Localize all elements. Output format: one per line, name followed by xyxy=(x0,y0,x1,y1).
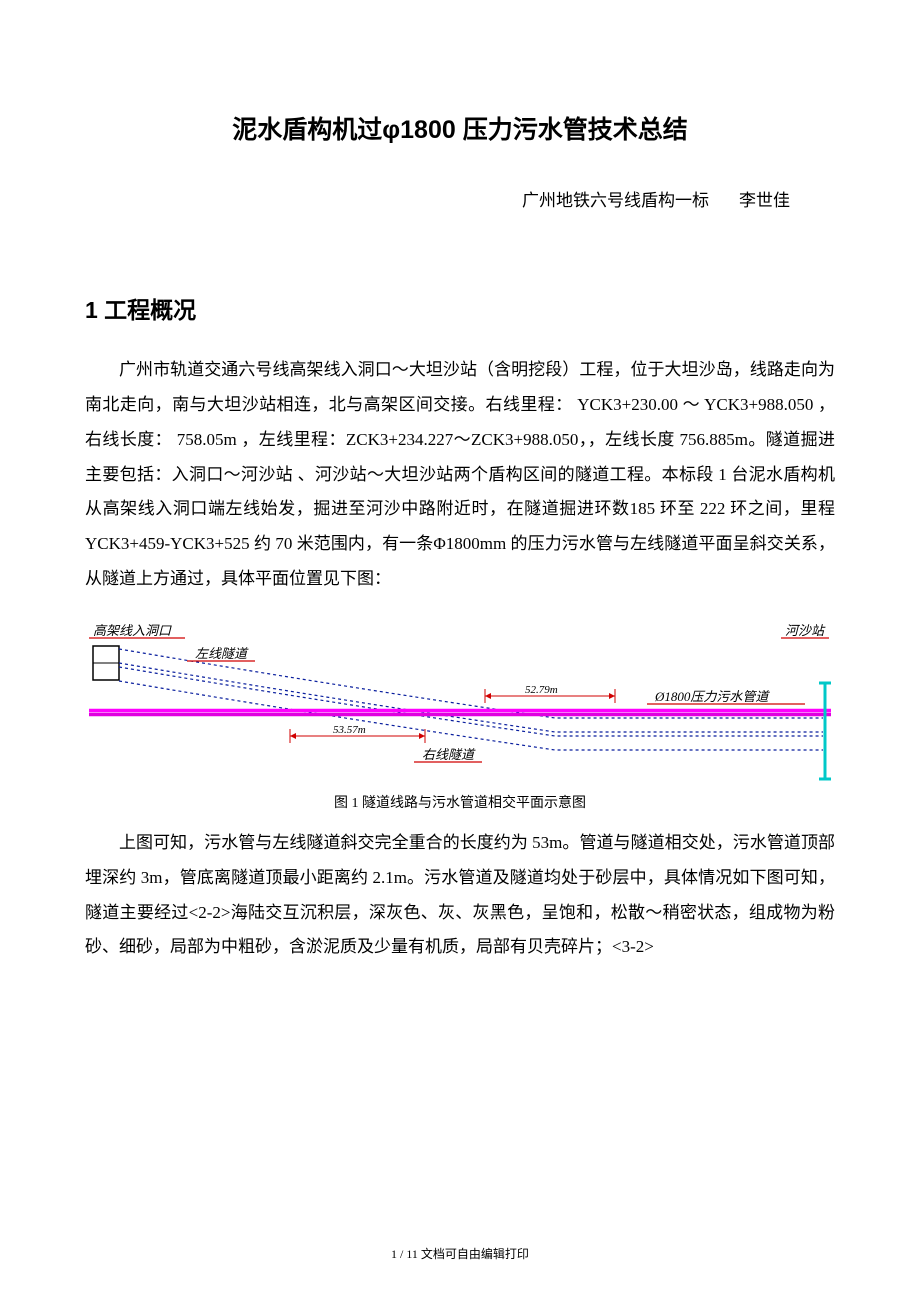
section-heading-1: 1 工程概况 xyxy=(85,291,835,325)
svg-text:Ø1800压力污水管道: Ø1800压力污水管道 xyxy=(654,689,770,704)
figure-1-diagram: 52.79m 53.57m 高架线入洞口 河沙站左线隧道右线隧道 Ø1800压力污水管道 xyxy=(85,611,835,786)
page-footer: 1 / 11 文档可自由编辑打印 xyxy=(0,1245,920,1262)
paragraph-2: 上图可知，污水管与左线隧道斜交完全重合的长度约为 53m。管道与隧道相交处，污水… xyxy=(85,826,835,965)
author-org: 广州地铁六号线盾构一标 xyxy=(522,191,709,210)
svg-text:右线隧道: 右线隧道 xyxy=(422,747,476,762)
author-line: 广州地铁六号线盾构一标 李世佳 xyxy=(85,186,835,211)
svg-text:53.57m: 53.57m xyxy=(333,724,366,736)
figure-1-caption: 图 1 隧道线路与污水管道相交平面示意图 xyxy=(85,792,835,812)
paragraph-1: 广州市轨道交通六号线高架线入洞口～大坦沙站（含明挖段）工程，位于大坦沙岛，线路走… xyxy=(85,353,835,597)
page-title: 泥水盾构机过φ1800 压力污水管技术总结 xyxy=(85,110,835,146)
svg-text:河沙站: 河沙站 xyxy=(785,623,826,638)
svg-text:52.79m: 52.79m xyxy=(525,684,558,696)
author-name: 李世佳 xyxy=(739,191,790,210)
svg-text:左线隧道: 左线隧道 xyxy=(195,646,249,661)
svg-text:高架线入洞口: 高架线入洞口 xyxy=(93,623,172,638)
